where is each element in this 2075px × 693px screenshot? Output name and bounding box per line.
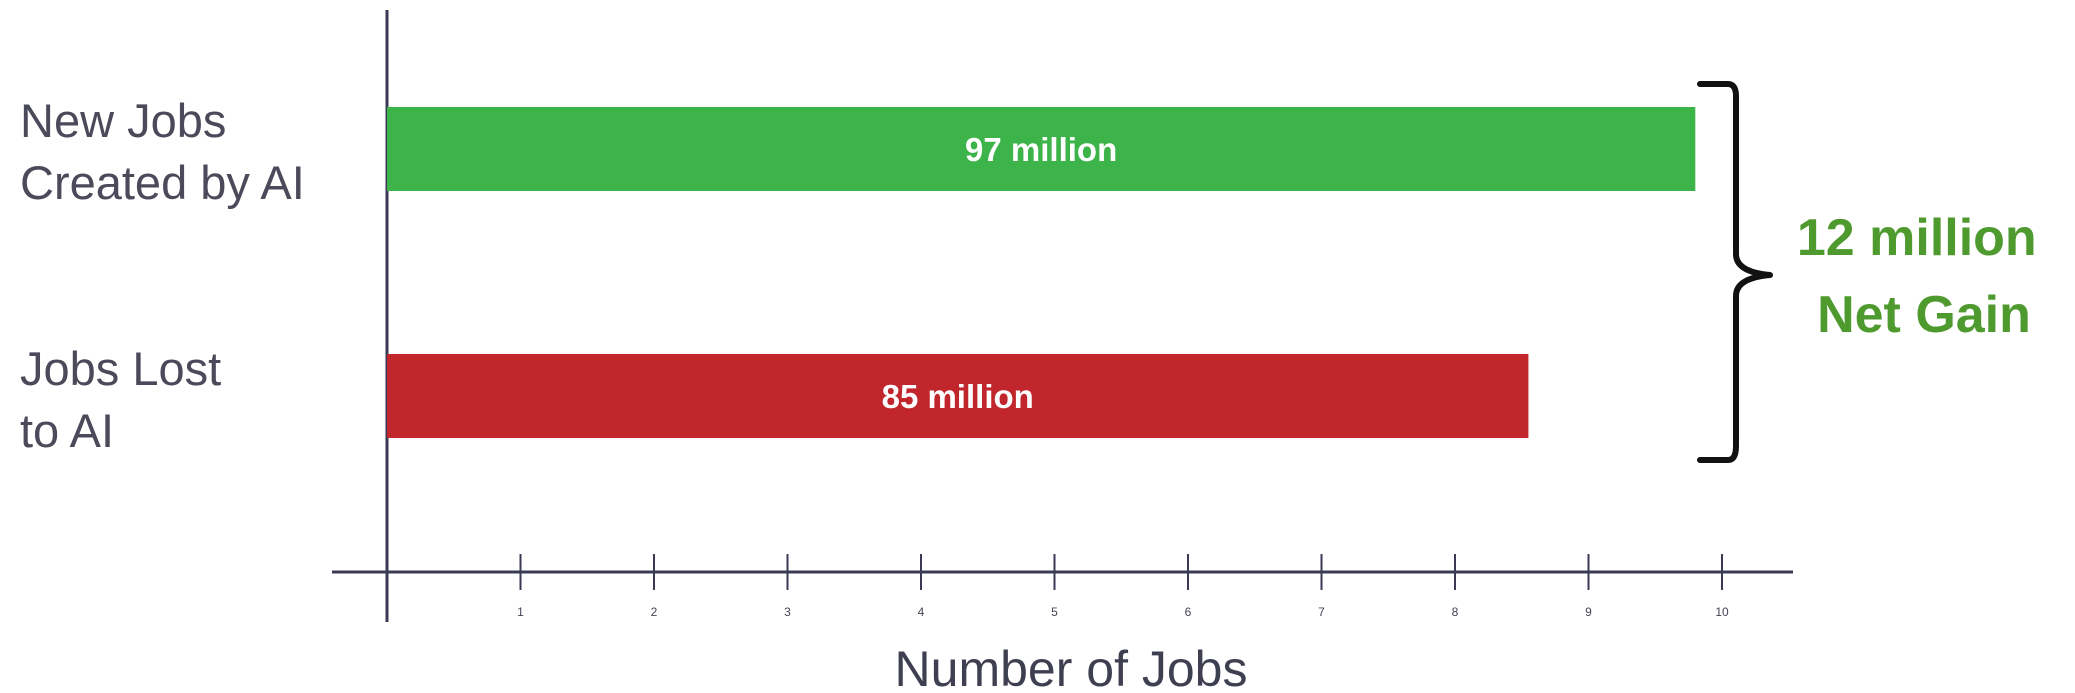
- x-tick-label: 8: [1452, 605, 1459, 619]
- bars: 97 million 85 million: [387, 107, 1696, 438]
- bar-0: [387, 107, 1696, 191]
- net-gain-amount: 12 million: [1797, 209, 2037, 267]
- curly-brace-icon: [1697, 81, 1773, 463]
- net-gain-label: Net Gain: [1817, 286, 2031, 344]
- x-tick-label: 4: [918, 605, 925, 619]
- net-gain-annotation: 12 million Net Gain: [1797, 209, 2051, 344]
- bar-1: [387, 354, 1529, 438]
- x-tick-label: 7: [1318, 605, 1325, 619]
- x-tick-label: 5: [1051, 605, 1058, 619]
- category-label: New Jobs: [20, 94, 226, 147]
- x-tick-label: 2: [651, 605, 658, 619]
- x-tick-label: 9: [1585, 605, 1592, 619]
- category-label: Jobs Lost: [20, 342, 221, 395]
- x-tick-label: 3: [784, 605, 791, 619]
- bar-value-label: 97 million: [965, 131, 1117, 168]
- bar-value-label: 85 million: [882, 378, 1034, 415]
- x-tick-label: 6: [1185, 605, 1192, 619]
- category-label: to AI: [20, 404, 114, 457]
- x-axis-title: Number of Jobs: [895, 641, 1248, 693]
- x-tick-label: 1: [517, 605, 524, 619]
- x-tick-label: 10: [1715, 605, 1729, 619]
- category-label: Created by AI: [20, 156, 305, 209]
- category-labels: New Jobs Created by AI Jobs Lost to AI: [20, 94, 305, 457]
- x-axis-ticks: 1 2 3 4 5 6 7 8 9 10: [517, 554, 1729, 619]
